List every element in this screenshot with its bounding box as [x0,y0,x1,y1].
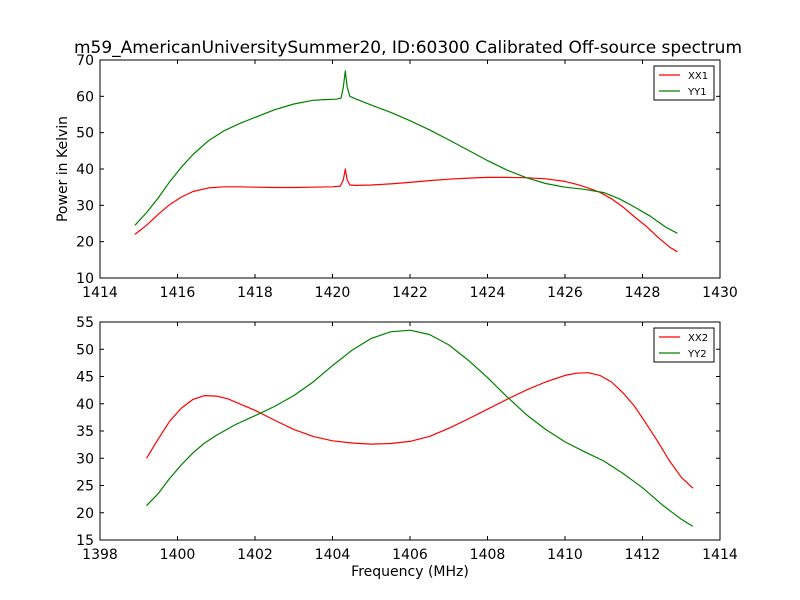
y-tick-label: 15 [76,533,94,549]
legend-label-yy2: YY2 [687,349,707,360]
legend-label-yy1: YY1 [687,87,707,98]
series-line-yy1 [134,70,678,234]
x-tick-label: 1412 [625,547,661,563]
legend-label-xx1: XX1 [688,71,708,82]
x-tick-label: 1410 [547,547,583,563]
y-tick-label: 35 [76,424,94,440]
x-axis-label: Frequency (MHz) [351,564,469,580]
y-tick-label: 50 [76,342,94,358]
x-tick-label: 1418 [237,285,273,301]
y-tick-label: 30 [76,198,94,214]
y-tick-label: 40 [76,162,94,178]
bottom-subplot: 1398 1400 1402 1404 1406 1408 1410 1412 1414 15 20… [76,315,738,580]
x-tick-label: 1400 [160,547,196,563]
x-tick-label: 1426 [547,285,583,301]
legend-label-xx2: XX2 [688,333,708,344]
y-tick-label: 50 [76,126,94,142]
x-tick-label: 1428 [625,285,661,301]
y-axis-label: Power in Kelvin [55,116,71,222]
y-tick-label: 20 [76,506,94,522]
series-line-xx2 [145,372,694,489]
x-tick-label: 1408 [470,547,506,563]
x-tick-label: 1430 [702,285,738,301]
y-tick-label: 45 [76,370,94,386]
x-tick-label: 1424 [470,285,506,301]
y-tick-label: 55 [76,315,94,331]
y-tick-label: 25 [76,479,94,495]
x-tick-label: 1398 [82,547,118,563]
legend-box [653,65,715,101]
x-tick-label: 1406 [392,547,428,563]
y-tick-label: 70 [76,53,94,69]
y-tick-label: 40 [76,397,94,413]
legend-box [653,327,715,363]
series-line-yy2 [146,329,694,527]
x-tick-label: 1414 [82,285,118,301]
chart-title: m59_AmericanUniversitySummer20, ID:60300… [74,38,742,58]
x-tick-label: 1422 [392,285,428,301]
x-tick-label: 1402 [237,547,273,563]
y-tick-label: 30 [76,451,94,467]
y-tick-label: 20 [76,235,94,251]
x-tick-label: 1416 [160,285,196,301]
top-subplot: 1414 1416 1418 1420 1422 1424 1426 1428 1430 10 20… [55,53,738,301]
x-tick-label: 1420 [315,285,351,301]
y-tick-label: 60 [76,89,94,105]
series-line-xx1 [134,168,678,253]
y-tick-label: 10 [76,271,94,287]
x-tick-label: 1404 [315,547,351,563]
x-tick-label: 1414 [702,547,738,563]
